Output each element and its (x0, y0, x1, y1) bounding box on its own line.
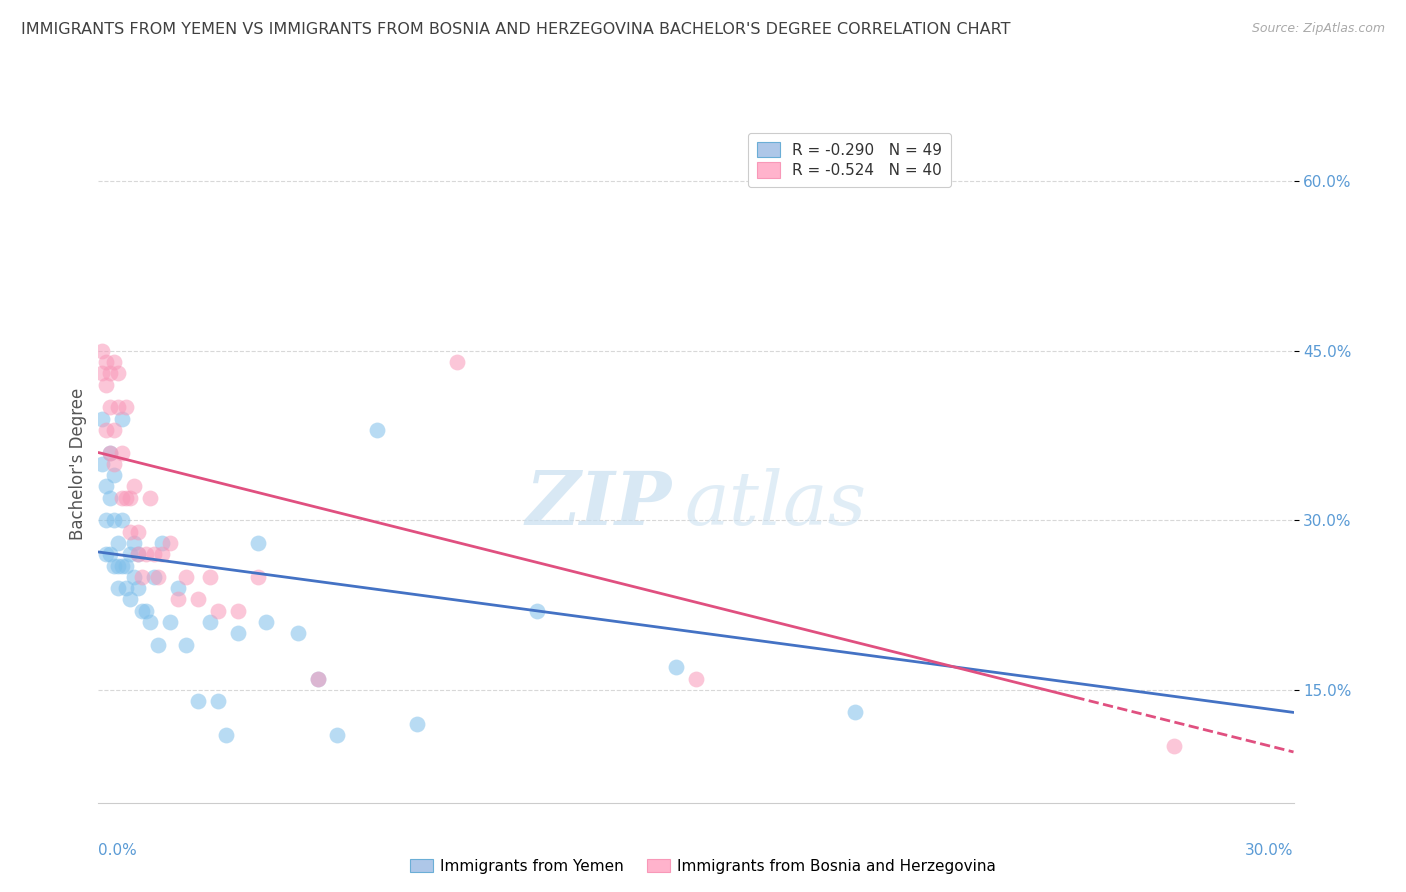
Point (91, 457, 114, 471)
Point (665, 660, 688, 674)
Point (96, 479, 118, 493)
Point (96, 423, 118, 437)
Point (103, 355, 125, 369)
Point (124, 570, 146, 584)
Point (120, 547, 142, 561)
Text: Source: ZipAtlas.com: Source: ZipAtlas.com (1251, 22, 1385, 36)
Point (103, 558, 125, 573)
Point (96, 513, 118, 527)
Point (111, 513, 134, 527)
Point (127, 547, 149, 561)
Point (98, 445, 122, 459)
Point (844, 706, 866, 720)
Point (96, 377, 118, 392)
Point (159, 615, 181, 629)
Point (159, 536, 181, 550)
Text: atlas: atlas (685, 468, 866, 541)
Point (115, 558, 138, 573)
Point (150, 547, 173, 561)
Point (98, 401, 122, 415)
Point (96, 547, 118, 561)
Point (107, 367, 129, 381)
Point (215, 728, 238, 742)
Point (143, 570, 166, 584)
Point (307, 672, 329, 686)
Point (1163, 739, 1185, 754)
Point (98, 445, 122, 459)
Point (207, 604, 229, 618)
Point (127, 524, 149, 539)
Legend: Immigrants from Yemen, Immigrants from Bosnia and Herzegovina: Immigrants from Yemen, Immigrants from B… (404, 853, 1002, 880)
Point (91, 411, 114, 425)
Point (307, 672, 329, 686)
Point (103, 468, 125, 483)
Point (207, 694, 229, 708)
Point (226, 626, 249, 640)
Point (406, 716, 429, 731)
Point (98, 547, 122, 561)
Point (326, 728, 349, 742)
Point (120, 491, 142, 505)
Point (98, 491, 122, 505)
Point (124, 536, 146, 550)
Point (107, 536, 129, 550)
Point (115, 401, 138, 415)
Point (526, 604, 548, 618)
Point (143, 547, 166, 561)
Point (120, 524, 142, 539)
Point (111, 558, 134, 573)
Point (107, 581, 129, 595)
Point (246, 570, 269, 584)
Text: ZIP: ZIP (526, 468, 672, 541)
Point (111, 491, 134, 505)
Point (91, 343, 114, 358)
Legend: R = -0.290   N = 49, R = -0.524   N = 40: R = -0.290 N = 49, R = -0.524 N = 40 (748, 133, 952, 187)
Point (115, 491, 138, 505)
Point (366, 423, 388, 437)
Point (287, 626, 309, 640)
Point (167, 581, 190, 595)
Point (124, 479, 146, 493)
Point (107, 401, 129, 415)
Point (187, 592, 209, 607)
Y-axis label: Bachelor's Degree: Bachelor's Degree (69, 388, 87, 540)
Point (139, 615, 162, 629)
Point (150, 536, 173, 550)
Point (198, 615, 221, 629)
Point (174, 638, 197, 652)
Point (254, 615, 277, 629)
Point (187, 694, 209, 708)
Point (198, 570, 221, 584)
Text: 30.0%: 30.0% (1246, 843, 1294, 858)
Point (135, 604, 157, 618)
Point (98, 367, 122, 381)
Point (127, 547, 149, 561)
Point (135, 547, 157, 561)
Point (111, 411, 134, 425)
Point (127, 581, 149, 595)
Point (103, 457, 125, 471)
Point (103, 513, 125, 527)
Point (131, 570, 153, 584)
Point (139, 491, 162, 505)
Point (107, 558, 129, 573)
Point (226, 604, 249, 618)
Point (148, 638, 170, 652)
Point (96, 355, 118, 369)
Point (131, 604, 153, 618)
Text: IMMIGRANTS FROM YEMEN VS IMMIGRANTS FROM BOSNIA AND HERZEGOVINA BACHELOR'S DEGRE: IMMIGRANTS FROM YEMEN VS IMMIGRANTS FROM… (21, 22, 1011, 37)
Text: 0.0%: 0.0% (98, 843, 138, 858)
Point (446, 355, 468, 369)
Point (174, 570, 197, 584)
Point (148, 570, 170, 584)
Point (91, 367, 114, 381)
Point (115, 581, 138, 595)
Point (120, 592, 142, 607)
Point (246, 536, 269, 550)
Point (685, 672, 707, 686)
Point (111, 445, 134, 459)
Point (103, 423, 125, 437)
Point (167, 592, 190, 607)
